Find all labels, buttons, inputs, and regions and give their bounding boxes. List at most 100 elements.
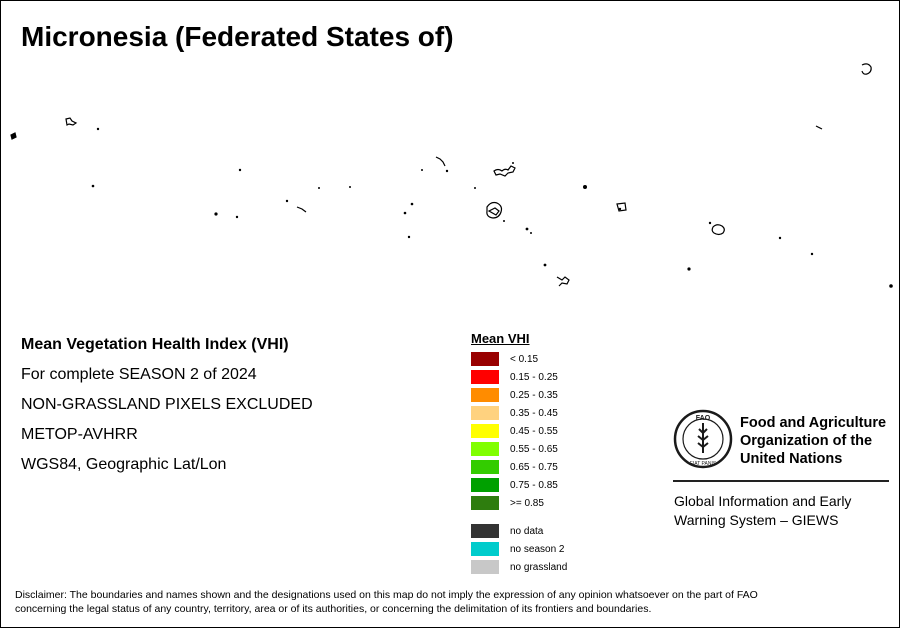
disclaimer-line: concerning the legal status of any count…	[15, 603, 652, 615]
giews-line: Global Information and Early	[674, 493, 852, 509]
islet	[810, 252, 814, 256]
islet	[235, 215, 239, 219]
islet	[421, 169, 423, 171]
islet	[474, 187, 476, 189]
island	[861, 63, 872, 75]
legend-label: >= 0.85	[510, 497, 544, 509]
map-info: Mean Vegetation Health Index (VHI) For c…	[21, 337, 313, 487]
islet	[708, 221, 712, 225]
fao-logo-icon: FAO FIAT PANIS	[673, 409, 733, 469]
legend-label: 0.75 - 0.85	[510, 479, 558, 491]
islet	[349, 186, 351, 188]
legend-item: no data	[471, 522, 567, 540]
islet	[407, 235, 411, 239]
legend-title: Mean VHI	[471, 331, 530, 346]
legend-swatch	[471, 496, 499, 510]
fao-name: Food and Agriculture Organization of the…	[740, 414, 886, 468]
disclaimer: Disclaimer: The boundaries and names sho…	[15, 588, 885, 616]
island-map	[10, 63, 893, 288]
legend-item: 0.55 - 0.65	[471, 440, 567, 458]
legend-label: no grassland	[510, 561, 568, 573]
legend-swatch	[471, 542, 499, 556]
legend-item: >= 0.85	[471, 494, 567, 512]
legend: Mean VHI < 0.15 0.15 - 0.25 0.25 - 0.35 0.3…	[471, 331, 567, 576]
islet	[512, 162, 514, 164]
island	[556, 276, 570, 287]
legend-swatch	[471, 406, 499, 420]
disclaimer-line: Disclaimer: The boundaries and names sho…	[15, 589, 758, 601]
legend-item: 0.65 - 0.75	[471, 458, 567, 476]
legend-label: < 0.15	[510, 353, 539, 365]
legend-label: no data	[510, 525, 544, 537]
island	[296, 206, 307, 213]
sensor-text: METOP-AVHRR	[21, 426, 138, 443]
legend-item: 0.35 - 0.45	[471, 404, 567, 422]
islet	[778, 236, 782, 240]
legend-label: 0.35 - 0.45	[510, 407, 558, 419]
legend-label: 0.65 - 0.75	[510, 461, 558, 473]
island	[486, 201, 503, 219]
islet	[403, 211, 407, 215]
legend-label: 0.45 - 0.55	[510, 425, 558, 437]
legend-item: 0.15 - 0.25	[471, 368, 567, 386]
legend-label: 0.55 - 0.65	[510, 443, 558, 455]
fao-name-line: Food and Agriculture	[740, 415, 887, 431]
legend-classes: < 0.15 0.15 - 0.25 0.25 - 0.35 0.35 - 0.45 0…	[471, 350, 567, 512]
legend-label: 0.15 - 0.25	[510, 371, 558, 383]
index-name: Mean Vegetation Health Index (VHI)	[21, 336, 289, 353]
legend-swatch	[471, 388, 499, 402]
legend-swatch	[471, 370, 499, 384]
fao-logo-letters: FAO	[696, 415, 711, 422]
legend-swatch	[471, 478, 499, 492]
islet	[285, 199, 289, 203]
islet	[530, 232, 532, 234]
divider	[673, 480, 889, 482]
islet	[525, 227, 529, 231]
giews-name: Global Information and Early Warning Sys…	[674, 492, 851, 530]
legend-swatch	[471, 424, 499, 438]
islet	[618, 207, 622, 211]
islet	[543, 263, 547, 267]
map-title: Micronesia (Federated States of)	[21, 21, 454, 52]
islet	[503, 220, 505, 222]
island	[493, 165, 516, 177]
fao-logo-motto: FIAT PANIS	[690, 461, 717, 467]
legend-label: 0.25 - 0.35	[510, 389, 558, 401]
islet	[214, 212, 218, 216]
islet	[410, 202, 414, 206]
giews-line: Warning System – GIEWS	[674, 512, 839, 528]
island	[487, 207, 500, 216]
legend-extra-classes: no data no season 2 no grassland	[471, 522, 567, 576]
island	[435, 156, 446, 167]
islet	[445, 169, 449, 173]
island	[711, 224, 725, 236]
legend-swatch	[471, 560, 499, 574]
islet	[583, 185, 587, 189]
legend-swatch	[471, 460, 499, 474]
island	[815, 125, 823, 130]
period-text: For complete SEASON 2 of 2024	[21, 366, 257, 383]
legend-item: < 0.15	[471, 350, 567, 368]
legend-swatch	[471, 442, 499, 456]
legend-item: 0.25 - 0.35	[471, 386, 567, 404]
projection-text: WGS84, Geographic Lat/Lon	[21, 456, 227, 473]
island	[616, 202, 627, 212]
fao-name-line: Organization of the	[740, 433, 873, 449]
islet	[238, 168, 242, 172]
legend-swatch	[471, 352, 499, 366]
legend-item: 0.75 - 0.85	[471, 476, 567, 494]
legend-swatch	[471, 524, 499, 538]
legend-item: 0.45 - 0.55	[471, 422, 567, 440]
islet	[91, 184, 95, 188]
islet	[687, 267, 691, 271]
legend-item: no season 2	[471, 540, 567, 558]
islet	[96, 127, 100, 131]
island	[65, 117, 78, 126]
legend-item: no grassland	[471, 558, 567, 576]
islet	[889, 284, 893, 288]
exclusion-text: NON-GRASSLAND PIXELS EXCLUDED	[21, 396, 313, 413]
islet	[318, 187, 320, 189]
fao-name-line: United Nations	[740, 451, 843, 467]
legend-label: no season 2	[510, 543, 565, 555]
